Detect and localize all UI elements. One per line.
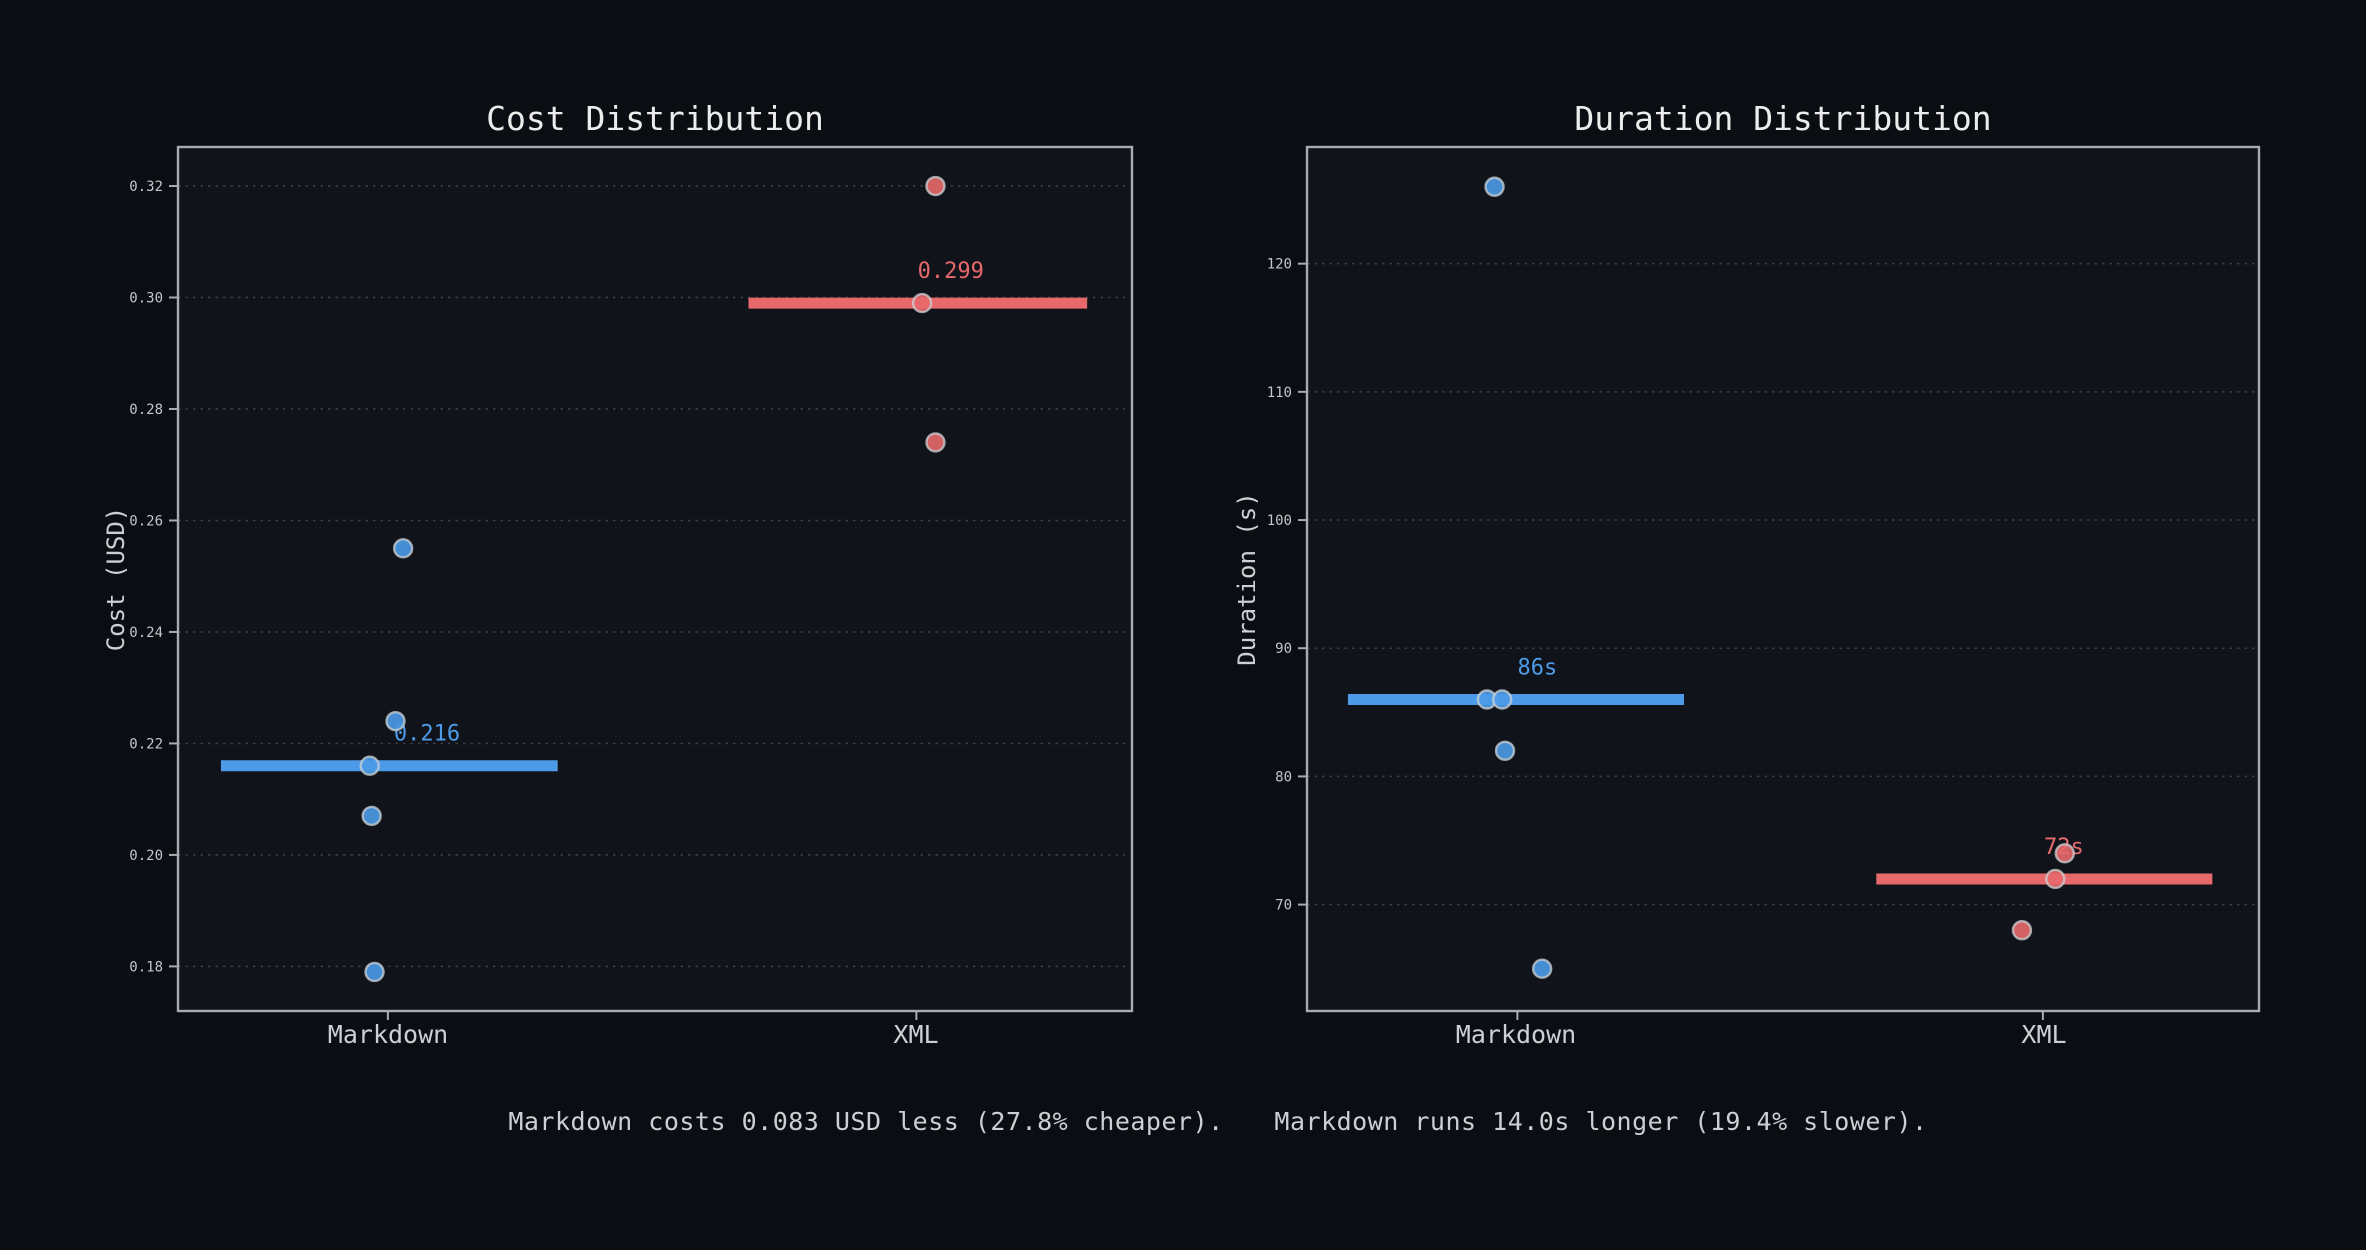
duration-summary-annotation: Markdown runs 14.0s longer (19.4% slower… [1274,1107,1928,1136]
data-point [361,805,382,827]
y-tick-label: 0.18 [129,959,163,975]
data-point [925,175,946,197]
y-tick-label: 0.26 [129,513,163,529]
x-tick-label-duration-xml: XML [2021,1020,2067,1049]
median-value-label: 0.216 [394,722,460,747]
y-tick-label: 120 [1267,257,1292,273]
plot-spines [176,145,1134,1013]
data-point [925,432,946,453]
data-point [911,292,933,314]
median-value-label: 86s [1518,655,1558,680]
median-value-label: 0.299 [918,259,984,284]
plot-area [1307,147,2259,1011]
x-tick-label-cost-xml: XML [893,1020,939,1049]
data-point [392,538,414,559]
chart-title-duration: Duration Distribution [1574,99,1992,138]
plot-spines [1305,145,2261,1013]
chart-title-cost: Cost Distribution [486,99,824,138]
y-tick-label: 0.28 [129,402,163,418]
y-tick-label: 70 [1275,898,1292,914]
data-point [1491,689,1513,710]
y-tick-label: 0.32 [129,179,163,195]
data-point [2045,868,2066,890]
data-point [359,755,380,776]
y-tick-label: 110 [1267,385,1292,401]
y-tick-label: 0.22 [129,736,163,752]
y-tick-label: 100 [1267,513,1292,529]
cost-summary-annotation: Markdown costs 0.083 USD less (27.8% che… [508,1107,1224,1136]
data-point [1484,176,1505,197]
y-tick-label: 0.24 [129,625,163,641]
x-tick-label-cost-markdown: Markdown [327,1020,449,1049]
plot-area [178,147,1132,1011]
y-tick-label: 90 [1275,641,1292,657]
data-point [1494,740,1516,761]
data-point [364,961,385,983]
data-point [385,710,406,732]
data-point [1531,958,1553,979]
y-tick-label: 0.30 [129,291,163,307]
y-tick-label: 0.20 [129,848,163,864]
y-tick-label: 80 [1275,769,1292,785]
y-axis-label-cost: Cost (USD) [102,506,131,652]
x-tick-label-duration-markdown: Markdown [1455,1020,1577,1049]
data-point [2054,843,2075,864]
data-point [2011,920,2033,941]
y-axis-label-duration: Duration (s) [1233,492,1262,666]
